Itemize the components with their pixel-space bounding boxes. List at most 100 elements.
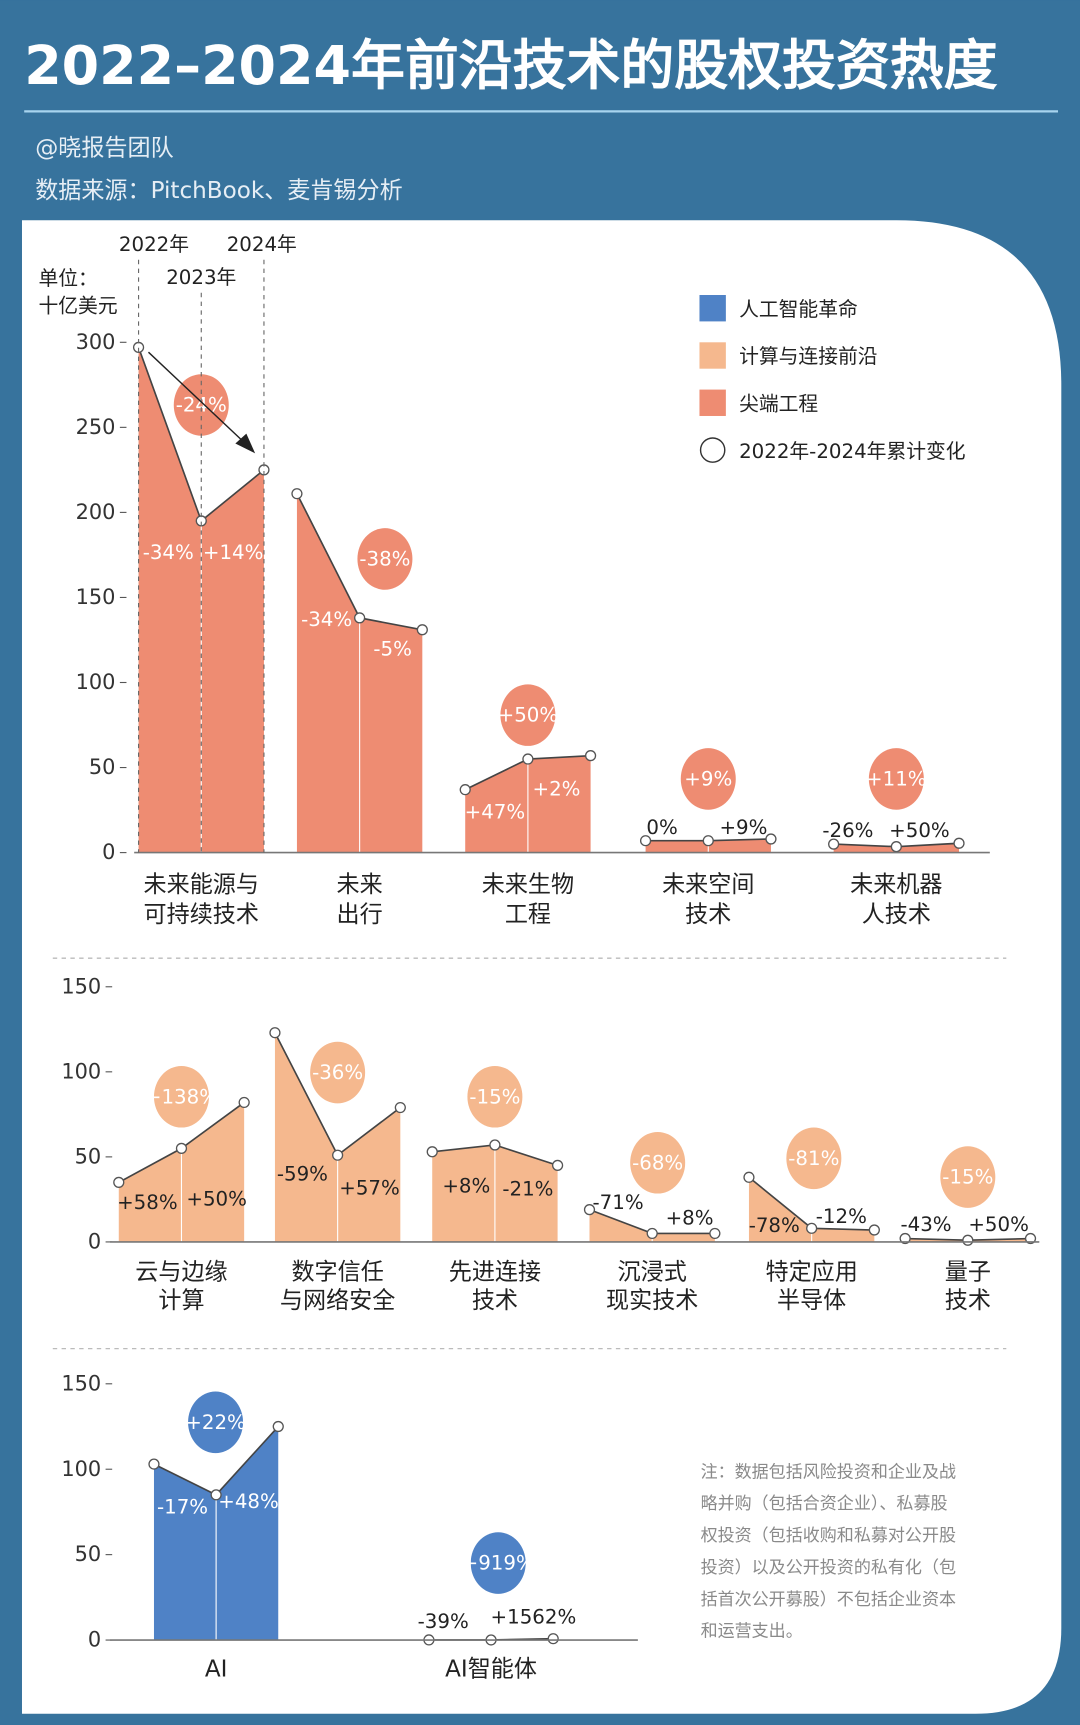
category-label: 未来生物 — [482, 872, 574, 898]
category-label: 半导体 — [777, 1288, 846, 1314]
segment-change-label: -17% — [157, 1496, 208, 1519]
y-tick-label: 100 — [61, 1457, 101, 1481]
chart-1: 0 50 100 150 200 250 300 -24% -34% +14% 未来能源与可持续技术… — [76, 330, 990, 928]
segment-change-label: -5% — [373, 638, 412, 661]
legend-label: 2022年-2024年累计变化 — [739, 440, 966, 463]
unit-label: 单位： — [38, 267, 97, 290]
y-tick-label: 0 — [88, 1628, 101, 1652]
data-point — [962, 1234, 974, 1246]
author: @晓报告团队 — [35, 135, 173, 161]
charts: 0 50 100 150 200 250 300 -24% -34% +14% 未来能源与可持续技术… — [38, 233, 1040, 1682]
segment-change-label: +50% — [968, 1213, 1029, 1236]
category-label: 先进连接 — [449, 1259, 541, 1285]
footnote: 注：数据包括风险投资和企业及战略并购（包括合资企业）、私募股权投资（包括收购和私… — [701, 1462, 956, 1641]
cumulative-change-label: -36% — [312, 1061, 363, 1084]
y-tick-label: 150 — [61, 974, 101, 998]
segment-change-label: 0% — [646, 816, 677, 839]
category-group: +22% -17% +48% AI — [148, 1391, 284, 1682]
cumulative-change-label: -15% — [469, 1085, 520, 1108]
legend-label: 计算与连接前沿 — [739, 345, 877, 368]
data-point — [394, 1101, 406, 1114]
category-label: 云与边缘 — [135, 1259, 227, 1285]
category-label: 未来机器 — [850, 872, 942, 898]
category-label: 现实技术 — [606, 1288, 698, 1314]
segment-change-label: -34% — [301, 608, 352, 631]
segment-change-label: +1562% — [491, 1606, 577, 1629]
data-point — [175, 1142, 188, 1154]
category-label: 工程 — [505, 902, 551, 928]
cumulative-change-label: +919% — [462, 1552, 535, 1575]
page-title: 2022–2024年前沿技术的股权投资热度 — [24, 34, 997, 97]
data-point — [210, 1489, 222, 1501]
category-label: 特定应用 — [765, 1259, 857, 1285]
data-point — [291, 488, 303, 500]
segment-change-label: +2% — [533, 777, 581, 800]
legend-circle-icon — [699, 437, 726, 463]
cumulative-change-bubble — [940, 1146, 996, 1208]
category-label: 未来空间 — [662, 872, 754, 898]
data-point — [354, 612, 366, 624]
segment-change-label: +9% — [719, 816, 767, 839]
footnote-line: 注：数据包括风险投资和企业及战 — [701, 1462, 956, 1482]
cumulative-change-label: -81% — [788, 1147, 839, 1170]
category-label: 与网络安全 — [280, 1288, 395, 1314]
year-label: 2023年 — [166, 266, 236, 289]
segment-change-label: -71% — [593, 1191, 644, 1214]
segment-change-label: -43% — [900, 1213, 951, 1236]
y-tick-label: 150 — [61, 1371, 101, 1395]
segment-change-label: -39% — [418, 1610, 469, 1633]
data-point — [489, 1139, 501, 1151]
area-mark — [274, 1032, 401, 1242]
segment-change-label: +50% — [186, 1188, 247, 1211]
chart-3: 0 50 100 150 +22% -17% +48% AI +919% -39% +1562% AI… — [61, 1371, 638, 1682]
data-point — [899, 1232, 911, 1245]
segment-change-label: -59% — [277, 1162, 328, 1185]
cumulative-change-bubble — [467, 1065, 523, 1128]
footnote-line: 投资）以及公开投资的私有化（包 — [701, 1558, 956, 1578]
cumulative-change-bubble — [680, 748, 736, 810]
cumulative-change-bubble — [786, 1127, 842, 1190]
footnote-line: 权投资（包括收购和私募对公开股 — [701, 1526, 956, 1546]
segment-change-label: +47% — [465, 801, 526, 824]
trend-arrow-line — [147, 351, 245, 443]
segment-change-label: +58% — [117, 1191, 178, 1214]
cumulative-change-label: +22% — [185, 1411, 246, 1434]
y-tick-label: 0 — [102, 840, 115, 864]
cumulative-change-label: +50% — [498, 704, 559, 727]
data-point — [551, 1159, 564, 1171]
category-group: +919% -39% +1562% AI智能体 — [418, 1532, 577, 1682]
data-point — [113, 1176, 125, 1189]
trend-arrow-head-icon — [235, 433, 256, 454]
footnote-line: 括首次公开募股）不包括企业资本 — [701, 1590, 956, 1610]
legend-label: 尖端工程 — [739, 392, 818, 415]
category-label: 未来能源与 — [144, 872, 259, 898]
category-label: 计算 — [158, 1288, 204, 1314]
category-label: AI智能体 — [445, 1656, 537, 1682]
y-tick-label: 200 — [76, 500, 116, 524]
data-point — [639, 835, 652, 847]
data-point — [238, 1096, 250, 1109]
cumulative-change-label: -38% — [359, 548, 410, 571]
cumulative-change-label: -68% — [632, 1151, 683, 1174]
cumulative-change-bubble — [500, 684, 556, 746]
legend-label: 人工智能革命 — [739, 298, 858, 321]
data-point — [426, 1146, 438, 1158]
segment-change-label: +48% — [218, 1490, 279, 1513]
data-point — [890, 841, 902, 853]
data-point — [269, 1027, 281, 1039]
data-point — [646, 1227, 658, 1240]
data-point — [332, 1149, 344, 1161]
segment-change-label: +8% — [442, 1174, 490, 1197]
segment-change-label: -78% — [749, 1214, 800, 1237]
cumulative-change-label: -15% — [942, 1166, 993, 1189]
y-tick-label: 0 — [88, 1230, 101, 1254]
cumulative-change-label: -24% — [176, 394, 227, 417]
category-label: 技术 — [685, 902, 731, 928]
